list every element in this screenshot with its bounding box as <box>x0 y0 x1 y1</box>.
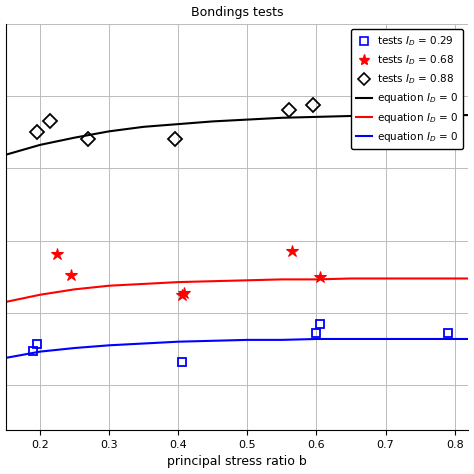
Legend: tests $I_D$ = 0.29, tests $I_D$ = 0.68, tests $I_D$ = 0.88, equation $I_D$ = 0, : tests $I_D$ = 0.29, tests $I_D$ = 0.68, … <box>351 29 463 149</box>
Title: Bondings tests: Bondings tests <box>191 6 283 18</box>
X-axis label: principal stress ratio b: principal stress ratio b <box>167 456 307 468</box>
